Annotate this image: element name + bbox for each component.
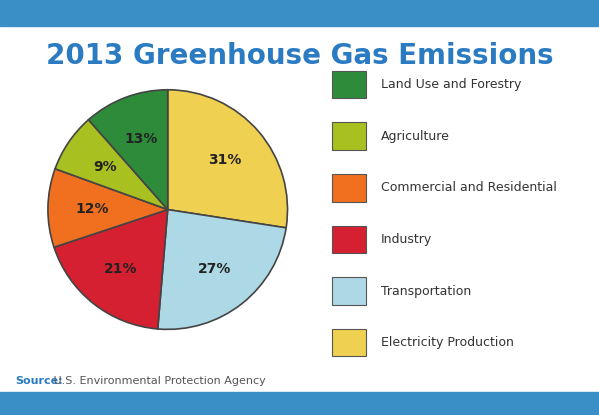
Text: Source:: Source:: [15, 376, 63, 386]
FancyBboxPatch shape: [332, 329, 365, 356]
Text: Agriculture: Agriculture: [381, 130, 450, 143]
Wedge shape: [158, 210, 286, 330]
FancyBboxPatch shape: [332, 174, 365, 202]
Text: Transportation: Transportation: [381, 285, 471, 298]
Text: 21%: 21%: [104, 262, 138, 276]
FancyBboxPatch shape: [332, 122, 365, 150]
Text: 31%: 31%: [208, 154, 241, 167]
Text: 27%: 27%: [198, 262, 231, 276]
Wedge shape: [55, 120, 168, 210]
FancyBboxPatch shape: [332, 277, 365, 305]
Wedge shape: [168, 90, 288, 228]
Wedge shape: [48, 169, 168, 247]
Wedge shape: [89, 90, 168, 210]
Text: U.S. Environmental Protection Agency: U.S. Environmental Protection Agency: [50, 376, 265, 386]
Wedge shape: [54, 210, 168, 329]
Text: Commercial and Residential: Commercial and Residential: [381, 181, 557, 194]
Text: 9%: 9%: [93, 160, 117, 174]
FancyBboxPatch shape: [332, 226, 365, 253]
Text: 12%: 12%: [75, 202, 109, 215]
Text: Electricity Production: Electricity Production: [381, 336, 514, 349]
FancyBboxPatch shape: [332, 71, 365, 98]
Text: 13%: 13%: [125, 132, 158, 146]
Text: 2013 Greenhouse Gas Emissions: 2013 Greenhouse Gas Emissions: [46, 42, 553, 70]
Text: Land Use and Forestry: Land Use and Forestry: [381, 78, 521, 91]
Text: Industry: Industry: [381, 233, 432, 246]
